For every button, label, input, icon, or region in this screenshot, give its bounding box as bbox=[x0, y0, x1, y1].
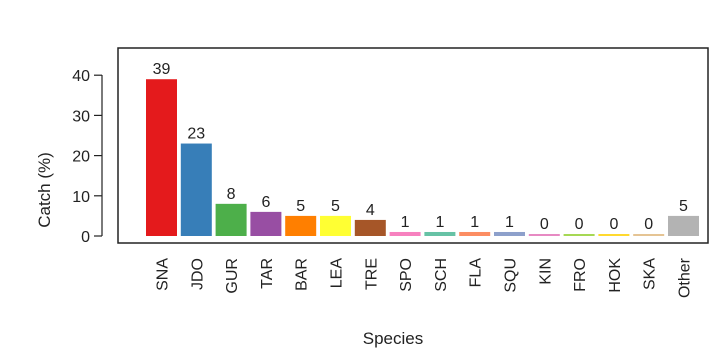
bar-kin bbox=[528, 234, 560, 236]
x-tick-label: SKA bbox=[642, 258, 659, 290]
x-tick-label: JDO bbox=[189, 258, 206, 290]
bar-tar bbox=[250, 211, 282, 236]
bar-fla bbox=[459, 231, 491, 236]
bar-sch bbox=[424, 231, 456, 236]
x-tick-label: SNA bbox=[155, 258, 172, 291]
x-tick-label: GUR bbox=[224, 258, 241, 294]
x-tick-label: SPO bbox=[398, 258, 415, 292]
bar-lea bbox=[320, 215, 351, 236]
x-tick-label: BAR bbox=[294, 258, 311, 291]
value-label: 0 bbox=[575, 216, 584, 233]
bar-tre bbox=[354, 219, 386, 236]
x-tick-label: Other bbox=[677, 257, 694, 298]
value-label: 0 bbox=[609, 216, 618, 233]
x-tick-label: FRO bbox=[572, 258, 589, 292]
value-label: 6 bbox=[261, 194, 270, 211]
value-label: 8 bbox=[227, 186, 236, 203]
x-tick-label: SQU bbox=[503, 258, 520, 293]
value-label: 1 bbox=[401, 214, 410, 231]
value-labels: 39 23 8 6 5 5 4 1 1 1 1 0 0 0 0 5 bbox=[153, 61, 688, 233]
y-tick-label: 10 bbox=[72, 189, 90, 206]
value-label: 0 bbox=[540, 216, 549, 233]
y-axis-title: Catch (%) bbox=[35, 152, 54, 228]
y-ticks: 0 10 20 30 40 bbox=[72, 68, 102, 246]
value-label: 0 bbox=[644, 216, 653, 233]
bar-bar bbox=[285, 215, 317, 236]
bar-ska bbox=[633, 234, 665, 236]
x-axis-title: Species bbox=[363, 329, 423, 348]
x-tick-label: TRE bbox=[363, 258, 380, 290]
bar-hok bbox=[598, 234, 630, 236]
value-label: 5 bbox=[331, 198, 340, 215]
bar-sna bbox=[146, 79, 177, 236]
value-label: 1 bbox=[435, 214, 444, 231]
x-tick-label: HOK bbox=[607, 258, 624, 293]
value-label: 1 bbox=[505, 214, 514, 231]
plot-frame bbox=[117, 47, 709, 244]
value-label: 4 bbox=[366, 202, 375, 219]
bar-squ bbox=[494, 231, 525, 236]
x-tick-label: KIN bbox=[537, 258, 554, 285]
x-tick-label: FLA bbox=[468, 258, 485, 288]
x-tick-label: TAR bbox=[259, 258, 276, 289]
y-tick-label: 30 bbox=[72, 108, 90, 125]
value-label: 5 bbox=[296, 198, 305, 215]
value-label: 1 bbox=[470, 214, 479, 231]
x-tick-label: SCH bbox=[433, 258, 450, 292]
x-tick-label: LEA bbox=[329, 258, 346, 289]
bars bbox=[146, 79, 699, 236]
y-tick-label: 40 bbox=[72, 68, 90, 85]
x-tick-labels: SNA JDO GUR TAR BAR LEA TRE SPO SCH FLA SQU KIN FRO H… bbox=[155, 257, 694, 298]
value-label: 5 bbox=[679, 198, 688, 215]
bar-other bbox=[668, 215, 699, 236]
y-tick-label: 0 bbox=[81, 229, 90, 246]
bar-gur bbox=[215, 203, 247, 236]
value-label: 39 bbox=[153, 61, 171, 78]
y-tick-label: 20 bbox=[72, 149, 90, 166]
bar-fro bbox=[563, 234, 595, 236]
bar-jdo bbox=[180, 143, 212, 236]
bar-spo bbox=[389, 231, 421, 236]
value-label: 23 bbox=[187, 126, 205, 143]
